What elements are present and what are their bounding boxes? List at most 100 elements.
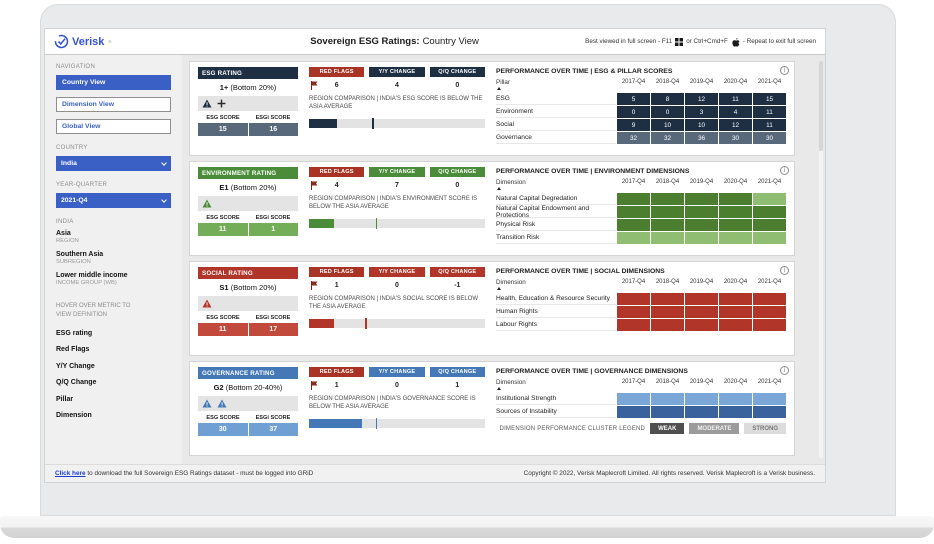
info-icon[interactable] [780, 366, 789, 375]
info-icon[interactable] [780, 66, 789, 75]
column-header: 2021-Q4 [757, 179, 782, 185]
table-row: Human Rights [496, 306, 786, 318]
qq-change-value: -1 [454, 281, 461, 289]
country-label: COUNTRY [56, 145, 88, 151]
row-label: Social [496, 119, 616, 131]
warning-triangle-icon [202, 299, 212, 308]
social-rating-value: S1 (Bottom 20%) [198, 283, 298, 292]
column-header: 2018-Q4 [655, 379, 680, 385]
dimension-cell [685, 293, 718, 305]
dimension-cell [685, 232, 718, 244]
download-note-rest: to download the full Sovereign ESG Ratin… [85, 470, 314, 477]
red-flags-value: 4 [334, 181, 339, 189]
sidebar-item-country-view[interactable]: Country View [56, 75, 171, 90]
country-select-value: India [61, 160, 77, 167]
governance-rating-header: GOVERNANCE RATING [198, 367, 298, 379]
row-label: Transition Risk [496, 232, 616, 244]
red-flag-icon [311, 281, 318, 290]
column-sort-header[interactable]: Dimension [496, 179, 616, 190]
info-icon[interactable] [780, 266, 789, 275]
subregion-label: SUBREGION [56, 259, 91, 265]
metric-yy-change[interactable]: Y/Y Change [56, 362, 95, 370]
metric-red-flags[interactable]: Red Flags [56, 346, 90, 353]
dimension-cell [753, 319, 786, 331]
sidebar-item-label: Dimension View [62, 101, 114, 108]
sort-ascending-icon [497, 87, 501, 90]
dimension-cell [651, 306, 684, 318]
legend-moderate: MODERATE [689, 423, 740, 434]
score-cell: 9 [617, 119, 650, 131]
red-flags-value: 1 [334, 281, 339, 289]
dimension-cell [617, 293, 650, 305]
sidebar-item-label: Global View [62, 123, 101, 130]
score-cell: 12 [719, 119, 752, 131]
esg-score-value: 11 [198, 323, 248, 336]
row-label: Sources of Instability [496, 406, 616, 418]
table-title: PERFORMANCE OVER TIME | GOVERNANCE DIMEN… [496, 368, 688, 375]
fullscreen-hint-suffix: - Repeat to exit full screen [742, 38, 816, 45]
social-rating-header: SOCIAL RATING [198, 267, 298, 279]
yy-change-chip: Y/Y CHANGE [369, 67, 425, 77]
info-icon[interactable] [780, 166, 789, 175]
esgi-score-label: ESGi SCORE [255, 315, 291, 321]
esg-score-label: ESG SCORE [206, 315, 240, 321]
esg-rating-icons [198, 96, 298, 111]
metric-esg-rating[interactable]: ESG rating [56, 329, 93, 337]
qq-change-value: 0 [455, 181, 460, 189]
column-sort-header[interactable]: Pillar [496, 79, 616, 90]
esg-rating-value: 1+ (Bottom 20%) [198, 83, 298, 92]
dimension-cell [651, 406, 684, 418]
download-note: Click here to download the full Sovereig… [55, 470, 313, 477]
region-comparison-bar [309, 318, 485, 329]
sort-ascending-icon [497, 187, 501, 190]
column-sort-header[interactable]: Dimension [496, 279, 616, 290]
vertical-scrollbar[interactable] [819, 61, 823, 458]
score-bar-fill [309, 219, 334, 228]
download-link[interactable]: Click here [55, 470, 86, 477]
row-label: Physical Risk [496, 219, 616, 231]
income-group-label: INCOME GROUP (WB) [56, 280, 117, 286]
year-quarter-select[interactable]: 2021-Q4 [56, 193, 171, 208]
dimension-cell [651, 219, 684, 231]
row-label: Health, Education & Resource Security [496, 293, 616, 305]
qq-change-chip: Q/Q CHANGE [429, 67, 485, 77]
table-title: PERFORMANCE OVER TIME | ENVIRONMENT DIME… [496, 168, 690, 175]
rating-note: (Bottom 20-40%) [225, 383, 283, 392]
table-row: Transition Risk [496, 232, 786, 244]
column-header: 2018-Q4 [655, 279, 680, 285]
country-select[interactable]: India [56, 156, 171, 171]
metric-dimension[interactable]: Dimension [56, 412, 92, 419]
metric-pillar[interactable]: Pillar [56, 395, 74, 403]
score-cell: 10 [651, 119, 684, 131]
dimension-cell [617, 393, 650, 405]
row-label: Human Rights [496, 306, 616, 318]
column-header: 2017-Q4 [621, 179, 646, 185]
dimension-cell [719, 206, 752, 218]
table-row: ESG 5 8 12 11 15 [496, 93, 786, 105]
yy-change-value: 0 [395, 281, 399, 289]
column-header: 2020-Q4 [723, 179, 748, 185]
table-row: Governance 32 32 36 30 30 [496, 132, 786, 144]
yy-change-chip: Y/Y CHANGE [369, 267, 425, 277]
column-header: 2020-Q4 [723, 279, 748, 285]
table-title: PERFORMANCE OVER TIME | SOCIAL DIMENSION… [496, 268, 665, 275]
row-label: Labour Rights [496, 319, 616, 331]
app-footer: Click here to download the full Sovereig… [45, 464, 825, 482]
region-average-marker [375, 218, 378, 229]
main-content: ESG RATING 1+ (Bottom 20%) [182, 55, 825, 464]
row-header-label: Pillar [496, 79, 510, 86]
sidebar-item-global-view[interactable]: Global View [56, 119, 171, 134]
dimension-cell [719, 232, 752, 244]
rating-note: (Bottom 20%) [230, 283, 277, 292]
table-row: Natural Capital Endowment and Protection… [496, 205, 786, 219]
region-comparison-text: REGION COMPARISON | INDIA'S ENVIRONMENT … [309, 196, 478, 211]
dimension-cell [617, 319, 650, 331]
sidebar-item-dimension-view[interactable]: Dimension View [56, 97, 171, 112]
column-sort-header[interactable]: Dimension [496, 379, 616, 390]
metric-qq-change[interactable]: Q/Q Change [56, 379, 97, 386]
dimension-cell [685, 406, 718, 418]
score-cell: 12 [685, 93, 718, 105]
hover-hint-line1: HOVER OVER METRIC TO [56, 303, 131, 309]
cluster-legend-label: DIMENSION PERFORMANCE CLUSTER LEGEND [499, 425, 646, 432]
esg-score-label: ESG SCORE [206, 415, 240, 421]
